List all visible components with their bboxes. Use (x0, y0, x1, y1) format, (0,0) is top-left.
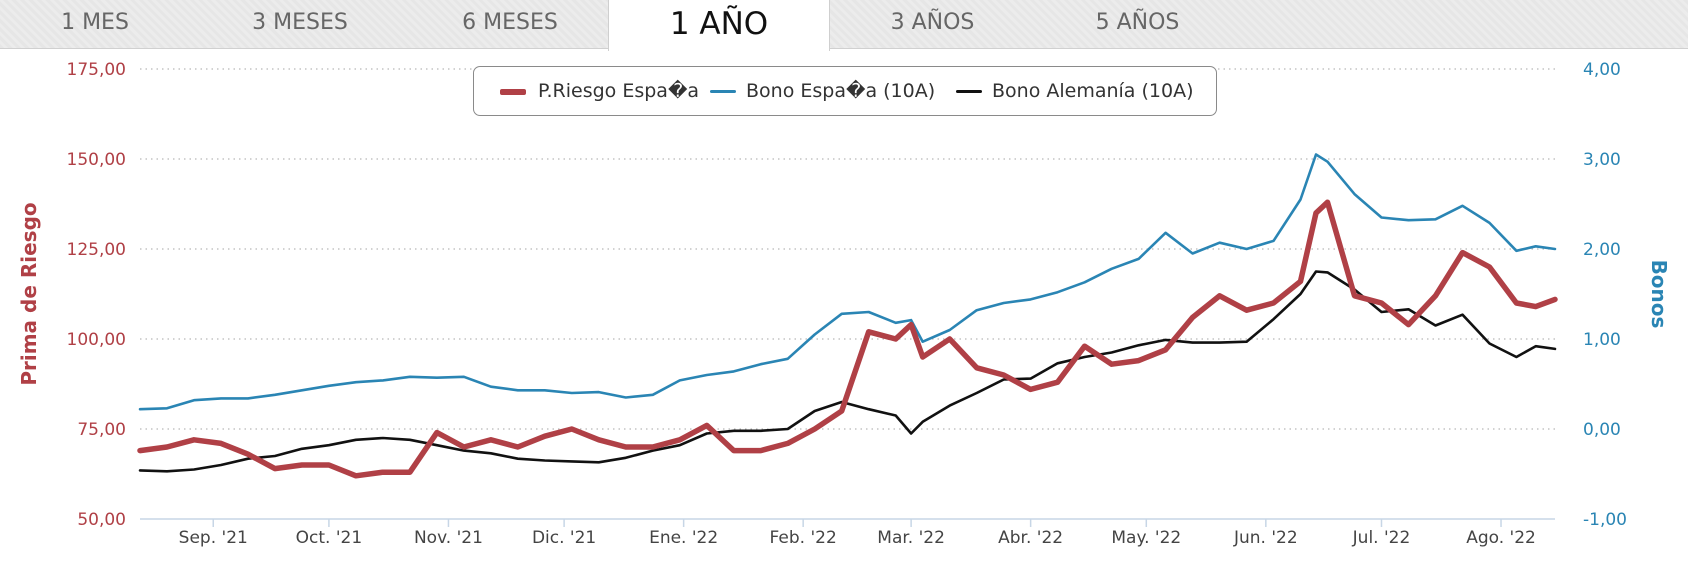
axes (140, 518, 1555, 527)
riesgo-line (137, 199, 1558, 479)
range-tab-bar: 1 MES 3 MESES 6 MESES 1 AÑO 3 AÑOS 5 AÑO… (0, 0, 1688, 51)
y-right-axis-title: Bonos (1647, 260, 1671, 329)
y-left-tick-label: 175,00 (67, 60, 126, 80)
y-right-tick-label: 4,00 (1583, 60, 1621, 80)
y-right-tick-label: 3,00 (1583, 150, 1621, 170)
chart-area: 50,00 -1,00 75,00 0,00 100,00 1,00 125,00 2,00 1… (17, 60, 1671, 548)
y-left-tick-label: 125,00 (67, 240, 126, 260)
legend-label-riesgo: P.Riesgo Espa�a (538, 80, 700, 102)
legend-swatch-bono-espana (710, 90, 736, 93)
axis-labels: 50,00 -1,00 75,00 0,00 100,00 1,00 125,00 2,00 1… (17, 60, 1671, 548)
y-right-tick-label: -1,00 (1583, 510, 1627, 530)
tab-3-anos[interactable]: 3 AÑOS (890, 10, 975, 35)
y-left-tick-label: 150,00 (67, 150, 126, 170)
y-left-tick-label: 75,00 (77, 420, 126, 440)
x-tick-label: May. '22 (1111, 528, 1181, 548)
bono-alemania-line (138, 270, 1557, 473)
x-tick-label: Jun. '22 (1233, 528, 1298, 548)
x-tick-label: Dic. '21 (532, 528, 596, 548)
y-left-tick-label: 100,00 (67, 330, 126, 350)
legend-swatch-bono-alemania (956, 90, 982, 93)
legend-swatch-riesgo (500, 89, 526, 95)
chart-legend: P.Riesgo Espa�a Bono Espa�a (10A) Bono A… (473, 66, 1217, 116)
y-right-tick-label: 2,00 (1583, 240, 1621, 260)
y-right-tick-label: 0,00 (1583, 420, 1621, 440)
series-lines (137, 153, 1558, 479)
x-tick-label: Abr. '22 (998, 528, 1063, 548)
y-left-tick-label: 50,00 (77, 510, 126, 530)
tab-1-ano[interactable]: 1 AÑO (608, 0, 830, 51)
y-right-tick-label: 1,00 (1583, 330, 1621, 350)
x-tick-label: Jul. '22 (1352, 528, 1411, 548)
tab-1-mes[interactable]: 1 MES (61, 10, 129, 35)
x-tick-label: Ago. '22 (1466, 528, 1536, 548)
legend-label-bono-alemania: Bono Alemanía (10A) (992, 80, 1194, 102)
tab-3-meses[interactable]: 3 MESES (252, 10, 348, 35)
tab-5-anos[interactable]: 5 AÑOS (1095, 10, 1180, 35)
x-tick-label: Sep. '21 (179, 528, 248, 548)
legend-label-bono-espana: Bono Espa�a (10A) (746, 80, 936, 102)
x-tick-label: Mar. '22 (877, 528, 945, 548)
x-tick-label: Oct. '21 (296, 528, 363, 548)
x-tick-label: Nov. '21 (414, 528, 483, 548)
bono-espana-line (138, 153, 1557, 411)
tab-6-meses[interactable]: 6 MESES (462, 10, 558, 35)
x-tick-label: Feb. '22 (770, 528, 837, 548)
x-tick-label: Ene. '22 (649, 528, 718, 548)
y-left-axis-title: Prima de Riesgo (17, 202, 41, 385)
